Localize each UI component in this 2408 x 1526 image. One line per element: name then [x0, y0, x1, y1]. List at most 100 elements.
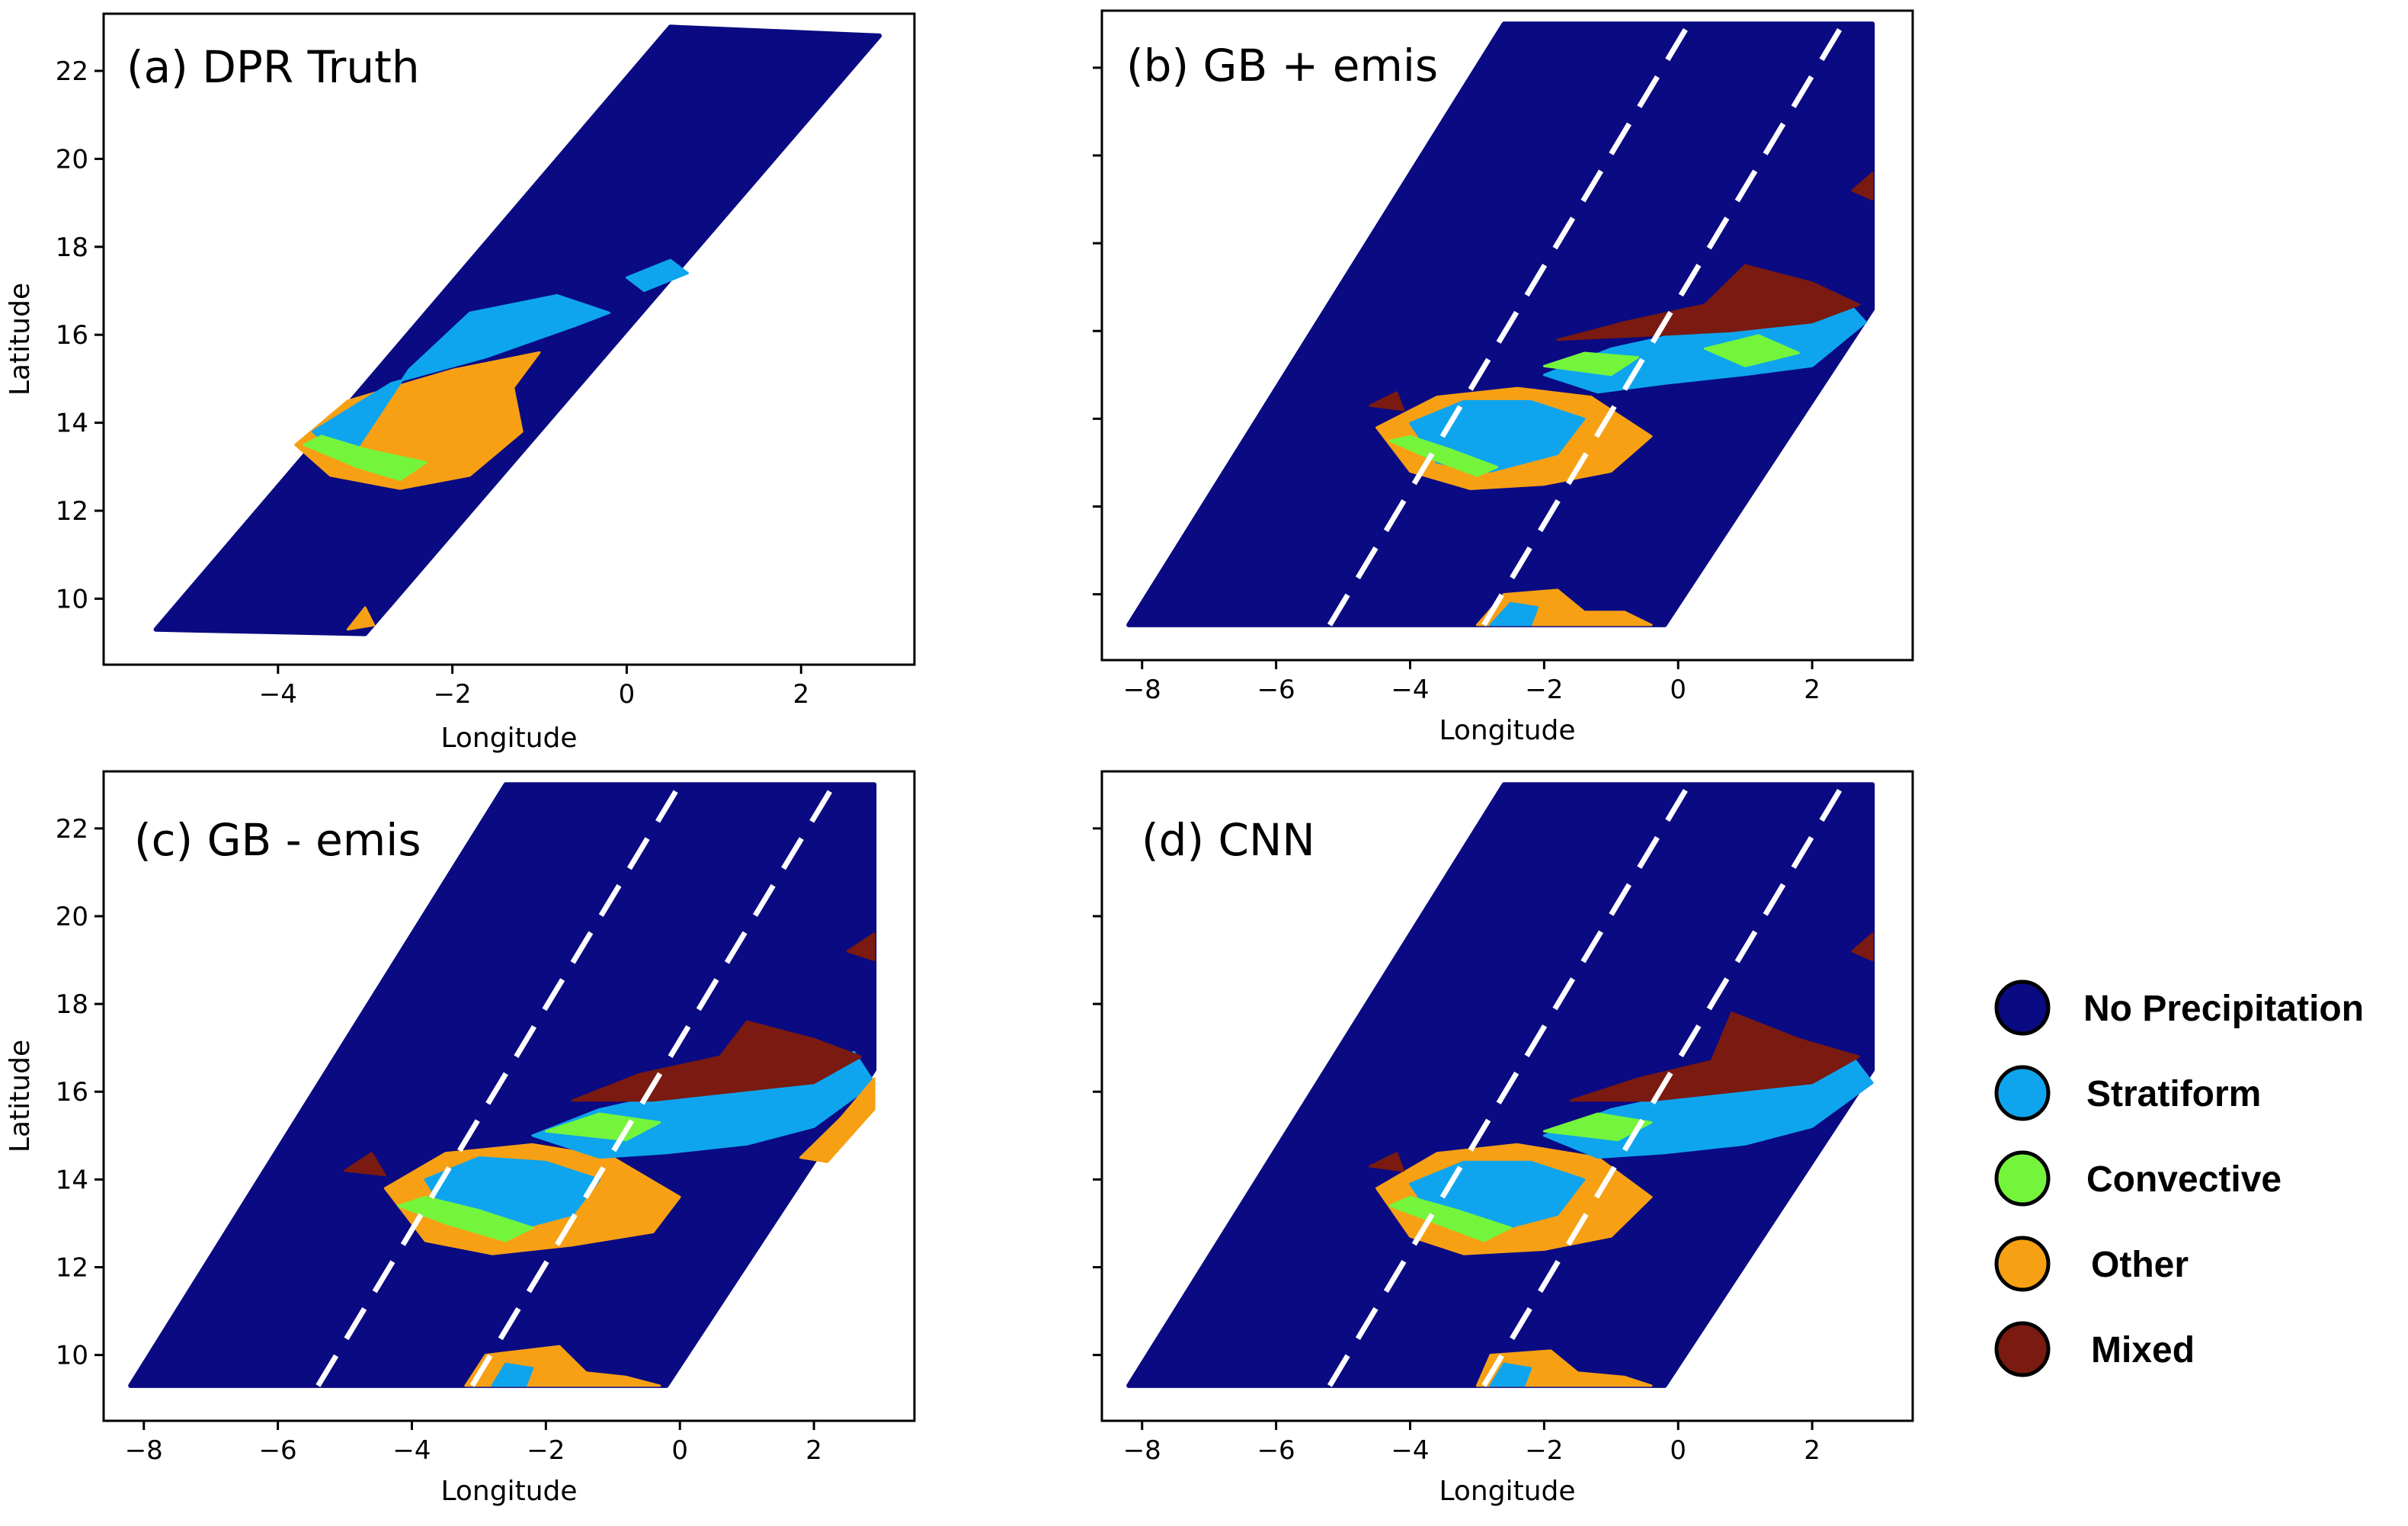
- panel-b: −8 −6 −4 −2 0 2 (b) GB + emis Longitude: [1093, 9, 1914, 746]
- region-stratiform: [1489, 1362, 1532, 1387]
- panel-d-xlabel: Longitude: [1439, 1476, 1575, 1507]
- legend-label-convective: Convective: [2086, 1159, 2282, 1200]
- panel-a-frame: [102, 12, 916, 666]
- x-tick-label: 2: [1804, 1435, 1820, 1466]
- dashed-boundary-line: [1481, 778, 1849, 1387]
- region-mixed: [344, 1152, 386, 1177]
- legend-label-no-precipitation: No Precipitation: [2083, 989, 2364, 1029]
- legend-item: Stratiform: [1994, 1065, 2261, 1121]
- panel-c: −8 −6 −4 −2 0 2 10 12 14 16 18 20 22 (c) GB - emis L…: [5, 770, 916, 1507]
- dashed-boundary-line: [1327, 18, 1694, 627]
- region-mixed: [1369, 391, 1405, 412]
- x-tick-label: 0: [1670, 675, 1686, 705]
- x-tick-label: −4: [259, 679, 297, 710]
- panel-d-title: (d) CNN: [1142, 814, 1315, 866]
- legend-swatch-stratiform: [1994, 1065, 2051, 1121]
- panel-b-frame: [1100, 9, 1914, 662]
- region-convective: [544, 1112, 661, 1142]
- region-mixed: [1570, 1011, 1861, 1102]
- y-tick-label: 12: [56, 1253, 88, 1284]
- legend-swatch-other: [1994, 1236, 2051, 1292]
- x-tick-label: −2: [527, 1435, 565, 1466]
- panel-d: −8 −6 −4 −2 0 2 (d) CNN Longitude: [1093, 770, 1914, 1507]
- legend-label-other: Other: [2091, 1245, 2189, 1285]
- y-tick-label: 22: [56, 56, 88, 87]
- x-tick-label: −2: [1525, 1435, 1563, 1466]
- dashed-boundary-line: [315, 783, 683, 1387]
- panel-a-ylabel: Latitude: [5, 283, 36, 396]
- region-stratiform: [312, 293, 611, 464]
- y-tick-label: 20: [56, 144, 88, 175]
- x-tick-label: −2: [1525, 675, 1563, 705]
- region-mixed: [1851, 172, 1874, 200]
- legend: No Precipitation Stratiform Convective O…: [1994, 979, 2364, 1377]
- dashed-boundary-line: [469, 783, 837, 1387]
- x-tick-label: −4: [1391, 675, 1429, 705]
- region-mixed: [846, 932, 876, 961]
- region-mixed: [1556, 264, 1861, 341]
- region-mixed: [1369, 1152, 1405, 1172]
- panel-a-xlabel: Longitude: [440, 723, 577, 754]
- panel-c-title: (c) GB - emis: [134, 814, 421, 866]
- y-tick-label: 20: [56, 902, 88, 932]
- y-tick-label: 10: [56, 1341, 88, 1371]
- x-tick-label: −8: [1123, 675, 1161, 705]
- legend-item: Convective: [1994, 1150, 2282, 1207]
- region-convective: [1388, 1195, 1512, 1242]
- region-stratiform: [626, 258, 689, 292]
- legend-swatch-convective: [1994, 1150, 2051, 1207]
- legend-label-stratiform: Stratiform: [2086, 1074, 2261, 1114]
- y-tick-label: 10: [56, 584, 88, 614]
- x-tick-label: −4: [392, 1435, 431, 1466]
- legend-swatch-mixed: [1994, 1321, 2051, 1377]
- x-tick-label: 0: [671, 1435, 688, 1466]
- region-other: [346, 606, 376, 631]
- legend-label-mixed: Mixed: [2091, 1330, 2195, 1371]
- x-tick-label: 2: [1804, 675, 1820, 705]
- panel-a-title: (a) DPR Truth: [126, 41, 420, 93]
- region-stratiform: [491, 1362, 534, 1387]
- region-convective: [1542, 351, 1639, 377]
- region-stratiform: [1489, 601, 1539, 627]
- region-other: [799, 1077, 876, 1163]
- x-tick-label: −4: [1391, 1435, 1429, 1466]
- legend-item: No Precipitation: [1994, 979, 2364, 1036]
- x-tick-label: −6: [1257, 1435, 1295, 1466]
- x-tick-label: 0: [1670, 1435, 1686, 1466]
- legend-item: Mixed: [1994, 1321, 2195, 1377]
- y-tick-label: 18: [56, 232, 88, 263]
- region-mixed: [572, 1020, 863, 1102]
- panel-c-xlabel: Longitude: [440, 1476, 577, 1507]
- panel-b-xlabel: Longitude: [1439, 715, 1575, 746]
- y-tick-label: 16: [56, 320, 88, 351]
- y-tick-label: 14: [56, 409, 88, 439]
- region-convective: [1703, 334, 1800, 367]
- y-tick-label: 12: [56, 496, 88, 527]
- x-tick-label: −6: [1257, 675, 1295, 705]
- y-tick-label: 16: [56, 1077, 88, 1108]
- panel-c-ylabel: Latitude: [5, 1040, 36, 1153]
- panel-a: −4 −2 0 2 10 12 14 16 18 20 22 (a) DPR Truth Longi…: [5, 12, 916, 754]
- panel-d-frame: [1100, 770, 1914, 1422]
- panel-b-title: (b) GB + emis: [1126, 40, 1438, 91]
- x-tick-label: −8: [1123, 1435, 1161, 1466]
- dashed-boundary-line: [1481, 18, 1849, 627]
- x-tick-label: −2: [434, 679, 472, 710]
- region-convective: [303, 434, 427, 482]
- x-tick-label: −6: [259, 1435, 297, 1466]
- y-tick-label: 18: [56, 989, 88, 1020]
- y-tick-label: 14: [56, 1165, 88, 1195]
- dashed-boundary-line: [1327, 778, 1694, 1387]
- legend-swatch-no-precipitation: [1994, 979, 2051, 1036]
- panel-c-frame: [102, 770, 916, 1422]
- x-tick-label: −8: [125, 1435, 163, 1466]
- legend-item: Other: [1994, 1236, 2189, 1292]
- region-mixed: [1851, 932, 1874, 961]
- region-convective: [1542, 1112, 1653, 1142]
- x-tick-label: 2: [793, 679, 809, 710]
- region-convective: [397, 1195, 534, 1242]
- y-tick-label: 22: [56, 814, 88, 845]
- x-tick-label: 2: [805, 1435, 822, 1466]
- x-tick-label: 0: [619, 679, 636, 710]
